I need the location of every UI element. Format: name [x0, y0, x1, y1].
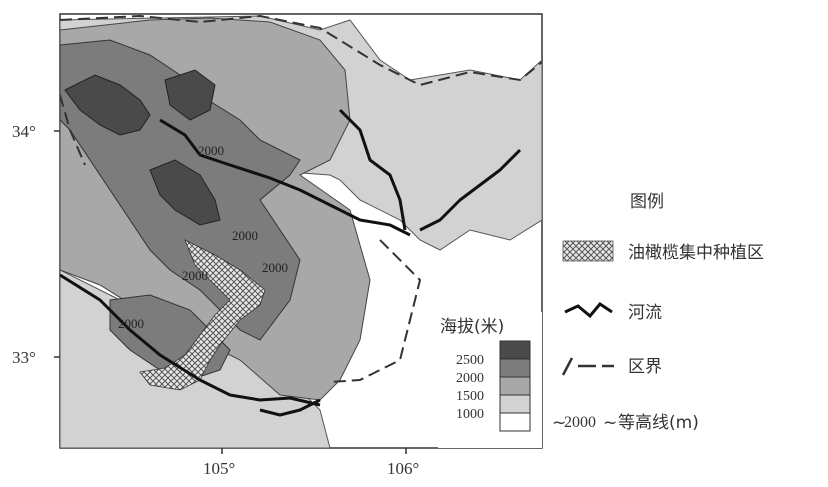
contour-label: 2000: [232, 228, 258, 243]
boundaries: [60, 14, 542, 383]
elevation-level-label: 1000: [456, 407, 484, 422]
legend-contour-sample: 2000: [564, 414, 596, 431]
elevation-swatch-2500-plus: [499, 340, 531, 360]
river-south: [60, 273, 321, 407]
elevation-level-label: 2000: [456, 371, 484, 386]
lat-tick-label: 33°: [12, 348, 36, 367]
olive-zone-swatch: [562, 240, 614, 262]
contour-label: 2000: [198, 143, 224, 158]
boundary-east: [329, 239, 422, 383]
river-south-branch: [259, 398, 321, 417]
elevation-zone-2500-c: [164, 69, 216, 121]
elevation-swatch-2000: [499, 358, 531, 378]
elevation-level-label: 1500: [456, 389, 484, 404]
elevation-swatch-below-1000: [499, 412, 531, 432]
river-north: [159, 118, 411, 237]
map-legend: 图例 油橄榄集中种植区 河流 区界 ~ 2000 ~ 等高线(m): [552, 192, 764, 433]
rivers: [60, 108, 522, 417]
contour-label: 2000: [262, 260, 288, 275]
contour-label: 2000: [182, 268, 208, 283]
boundary-west: [60, 94, 86, 166]
legend-contour-label: 等高线(m): [618, 413, 699, 433]
river-icon: [564, 302, 613, 319]
elevation-zone-2500: [64, 74, 151, 136]
river-east: [419, 148, 522, 232]
elevation-legend-title: 海拔(米): [440, 317, 504, 337]
lon-tick-label: 105°: [203, 459, 235, 478]
legend-boundary-label: 区界: [628, 357, 662, 377]
boundary-north: [60, 14, 542, 87]
elevation-level-label: 2500: [456, 353, 484, 368]
legend-river-label: 河流: [628, 303, 662, 323]
contour-line-right-icon: ~: [603, 413, 617, 433]
contour-label: 2000: [118, 316, 144, 331]
river-north-branch: [338, 108, 407, 231]
contour-line-left-icon: ~: [552, 413, 566, 433]
elevation-legend: 海拔(米) 2500 2000 1500 1000: [438, 312, 542, 448]
olive-planting-zone: [139, 239, 266, 391]
lat-tick-label: 34°: [12, 122, 36, 141]
legend-title: 图例: [630, 192, 664, 212]
boundary-icon: [561, 357, 614, 376]
legend-olive-zone-label: 油橄榄集中种植区: [628, 243, 764, 263]
elevation-swatch-1000: [499, 394, 531, 414]
lon-tick-label: 106°: [387, 459, 419, 478]
elevation-swatch-1500: [499, 376, 531, 396]
elevation-zone-2500-b: [149, 159, 221, 226]
